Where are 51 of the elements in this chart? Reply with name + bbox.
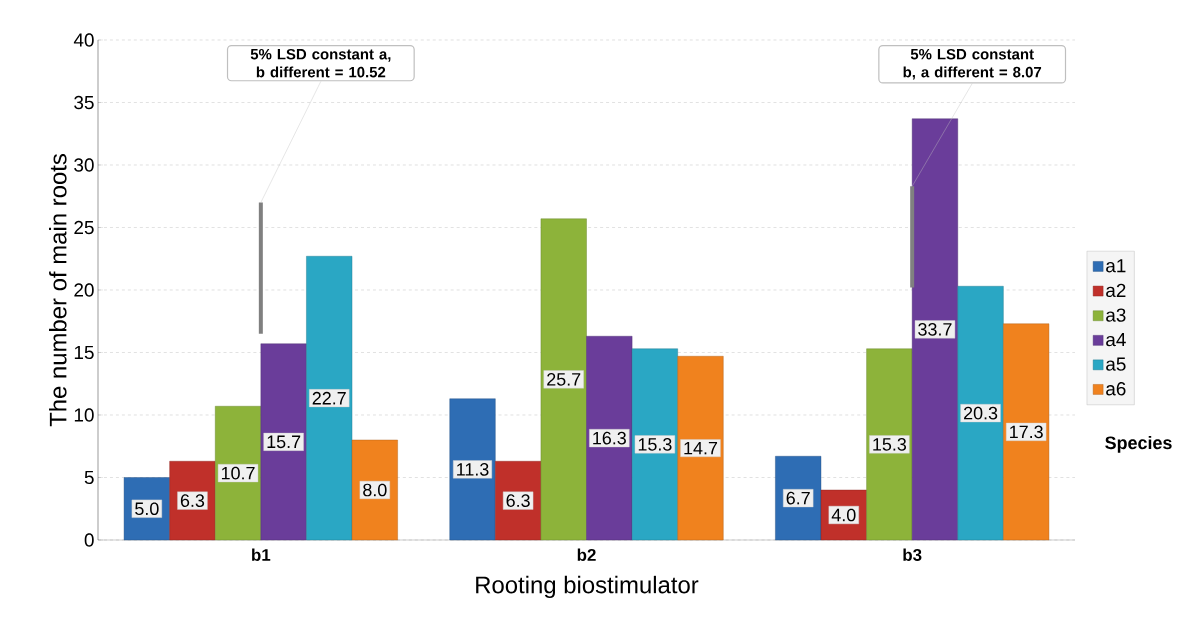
- y-tick-label: 30: [74, 158, 94, 172]
- y-tick-label: 20: [74, 283, 94, 297]
- data-label: 10.7: [221, 466, 255, 480]
- legend-label: a6: [1106, 382, 1126, 396]
- bar: [260, 343, 307, 541]
- y-tick-label: 10: [74, 408, 94, 422]
- y-axis-title: The number of main roots: [49, 154, 67, 427]
- data-label: 11.3: [457, 463, 489, 476]
- legend-title: Species: [1105, 436, 1172, 453]
- data-label: 17.3: [1010, 425, 1043, 439]
- x-tick-label: b1: [252, 548, 271, 561]
- y-tick-label: 5: [84, 470, 94, 485]
- legend-label: a3: [1106, 308, 1126, 322]
- bar: [586, 336, 633, 541]
- data-label: 4.0: [831, 508, 856, 522]
- bar: [911, 118, 958, 541]
- data-label: 22.7: [312, 391, 346, 405]
- data-label: 15.7: [267, 435, 301, 449]
- data-label: 20.3: [964, 406, 998, 420]
- x-tick-label: b2: [577, 548, 596, 561]
- bar: [677, 356, 724, 541]
- data-label: 14.7: [684, 441, 718, 455]
- y-tick-label: 25: [74, 220, 94, 235]
- legend-label: a1: [1106, 259, 1126, 273]
- annotation: 5% LSD constant b, a different = 8.07: [903, 48, 1042, 80]
- data-label: 6.3: [180, 494, 205, 507]
- bar: [957, 286, 1004, 541]
- data-label: 15.3: [873, 438, 907, 451]
- data-label: 15.3: [638, 438, 672, 451]
- data-label: 33.7: [918, 323, 952, 336]
- bar: [540, 218, 587, 541]
- y-tick-label: 40: [73, 33, 94, 47]
- bar: [866, 348, 913, 541]
- legend-label: a5: [1106, 357, 1126, 371]
- bar: [1003, 323, 1050, 541]
- legend-label: a2: [1106, 283, 1126, 298]
- y-tick-label: 0: [84, 533, 94, 547]
- bar: [306, 256, 353, 541]
- y-tick-label: 15: [74, 345, 94, 360]
- data-label: 16.3: [593, 431, 626, 445]
- data-label: 5.0: [135, 502, 159, 516]
- data-label: 6.3: [506, 494, 530, 507]
- data-label: 6.7: [786, 491, 810, 505]
- legend-label: a4: [1106, 333, 1126, 347]
- x-tick-label: b3: [903, 548, 922, 561]
- x-axis-title: Rooting biostimulator: [476, 575, 699, 599]
- bar: [631, 348, 678, 541]
- data-label: 8.0: [363, 483, 387, 497]
- y-tick-label: 35: [74, 95, 94, 110]
- annotation: 5% LSD constant a, b different = 10.52: [250, 48, 391, 78]
- data-label: 25.7: [547, 373, 581, 386]
